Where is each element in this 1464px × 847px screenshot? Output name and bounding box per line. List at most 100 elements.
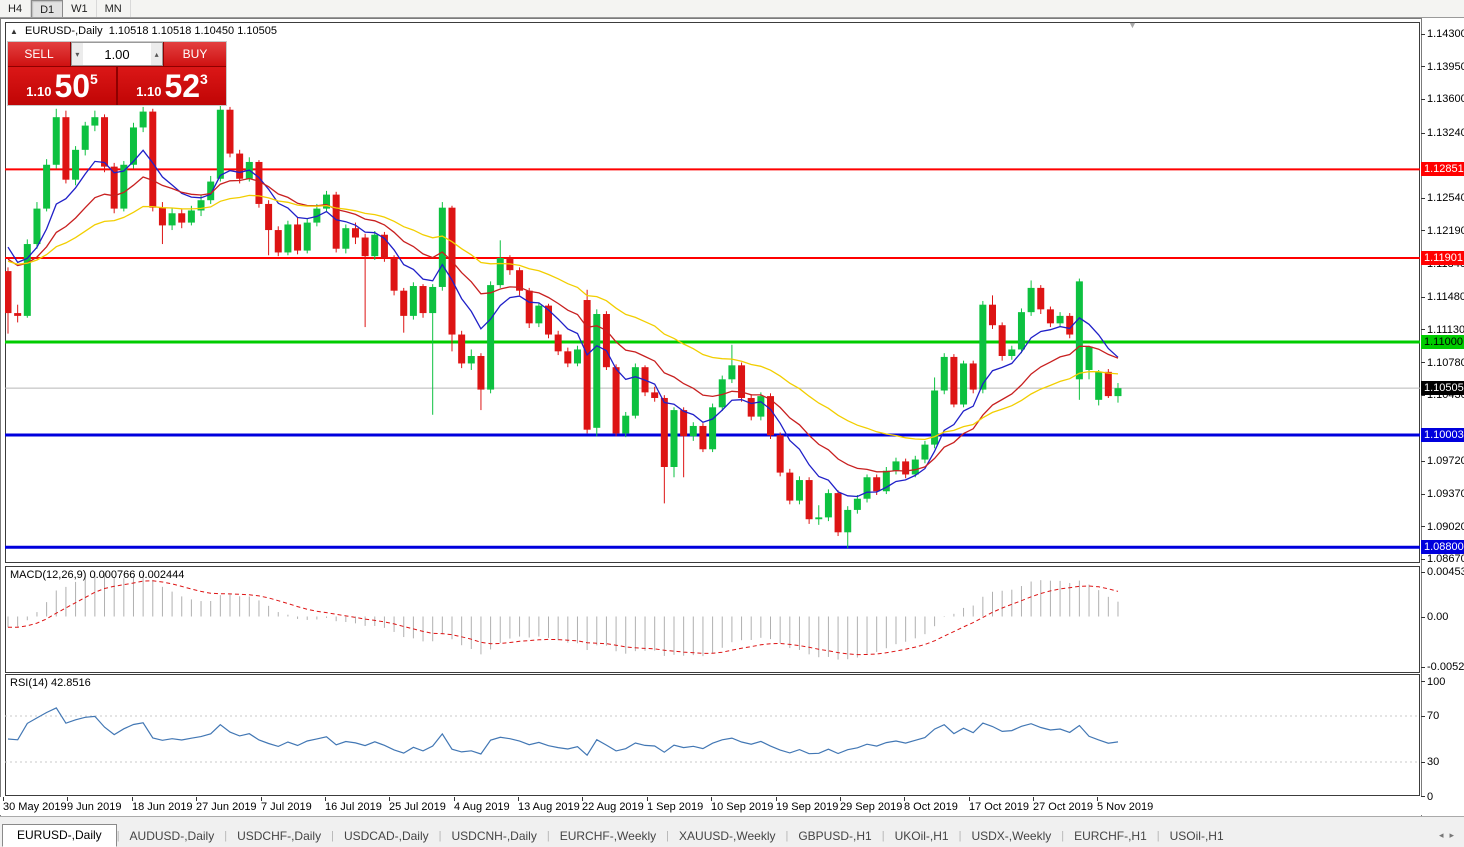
tab-separator: | [438, 830, 442, 842]
date-tick-label: 18 Jun 2019 [132, 801, 193, 813]
buy-button[interactable]: BUY [164, 42, 226, 66]
chart-tab-usdcad-daily[interactable]: USDCAD-,Daily [343, 829, 429, 843]
macd-signal-line [7, 580, 1119, 656]
candle-body [303, 222, 311, 251]
rsi-indicator-canvas[interactable] [5, 674, 1420, 796]
candle-body [62, 117, 70, 180]
candle-body [81, 125, 89, 150]
candle-body [129, 127, 137, 165]
chart-tab-usdchf-daily[interactable]: USDCHF-,Daily [237, 829, 322, 843]
price-tick-mark [1421, 395, 1425, 396]
tab-separator: | [224, 830, 228, 842]
date-tick-mark [969, 797, 970, 801]
candle-body [535, 305, 543, 324]
candle-body [149, 111, 157, 208]
date-tick-mark [711, 797, 712, 801]
chart-tab-audusd-daily[interactable]: AUDUSD-,Daily [129, 829, 215, 843]
sell-button[interactable]: SELL [8, 42, 70, 66]
chart-shift-marker-icon[interactable]: ▼ [1128, 20, 1137, 30]
symbol-ohlc-values: 1.10518 1.10518 1.10450 1.10505 [108, 25, 277, 37]
rsi-header: RSI(14) 42.8516 [10, 677, 91, 689]
date-tick-mark [196, 797, 197, 801]
candle-body [1046, 309, 1054, 324]
date-tick-mark [132, 797, 133, 801]
rsi-tick-mark [1421, 716, 1425, 717]
candle-body [255, 161, 263, 204]
chart-tab-eurchf-h1[interactable]: EURCHF-,H1 [1074, 829, 1147, 843]
price-tick-mark [1421, 494, 1425, 495]
candle-body [824, 493, 832, 518]
chart-tab-gbpusd-h1[interactable]: GBPUSD-,H1 [798, 829, 872, 843]
chart-window [0, 18, 1464, 847]
date-tick-mark [454, 797, 455, 801]
tab-scroll-right-icon[interactable]: ▸ [1449, 830, 1460, 840]
rsi-tick-label: 0 [1427, 791, 1434, 803]
date-tick-label: 4 Aug 2019 [454, 801, 510, 813]
volume-increase-icon[interactable]: ▴ [151, 43, 162, 65]
candle-body [409, 286, 417, 316]
price-axis[interactable] [1421, 18, 1464, 816]
candle-body [969, 363, 977, 390]
volume-input[interactable] [82, 43, 152, 65]
price-tick-mark [1421, 133, 1425, 134]
sell-price-quote[interactable]: 1.10 50 5 [8, 67, 116, 105]
macd-indicator-canvas[interactable] [5, 566, 1420, 673]
candle-body [43, 164, 51, 209]
volume-decrease-icon[interactable]: ▾ [72, 43, 83, 65]
timeframe-button-mn[interactable]: MN [97, 0, 131, 17]
price-chart-canvas[interactable] [5, 22, 1420, 563]
candle-body [670, 410, 678, 467]
candle-body [1114, 388, 1122, 397]
candle-body [747, 397, 755, 417]
price-tick-label: 1.13600 [1427, 93, 1464, 105]
candle-body [834, 493, 842, 533]
candle-body [699, 425, 707, 450]
date-tick-label: 29 Sep 2019 [840, 801, 903, 813]
candle-body [400, 290, 408, 316]
date-tick-label: 7 Jul 2019 [261, 801, 312, 813]
rsi-title: RSI(14) [10, 677, 48, 689]
price-tick-label: 1.12540 [1427, 192, 1464, 204]
buy-price-quote[interactable]: 1.10 52 3 [118, 67, 226, 105]
chart-tab-usdx-weekly[interactable]: USDX-,Weekly [971, 829, 1052, 843]
collapse-panel-icon[interactable]: ▲ [10, 27, 18, 36]
timeframe-toolbar: H4 D1 W1 MN [0, 0, 1464, 18]
date-tick-label: 19 Sep 2019 [776, 801, 839, 813]
macd-title: MACD(12,26,9) [10, 569, 87, 581]
candle-body [757, 396, 765, 417]
tab-separator: | [116, 830, 120, 842]
tab-separator: | [958, 830, 962, 842]
slow-ma-line [7, 194, 1119, 441]
chart-tab-eurusd-daily[interactable]: EURUSD-,Daily [2, 824, 117, 847]
candle-body [284, 224, 292, 253]
candle-body [216, 109, 224, 179]
candle-body [767, 396, 775, 436]
tab-scroll-left-icon[interactable]: ◂ [1438, 830, 1450, 840]
chart-tab-ukoil-h1[interactable]: UKOil-,H1 [894, 829, 949, 843]
candle-body [23, 244, 31, 316]
date-tick-label: 10 Sep 2019 [711, 801, 774, 813]
chart-tab-usdcnh-daily[interactable]: USDCNH-,Daily [451, 829, 537, 843]
price-tick-label: 1.14300 [1427, 28, 1464, 40]
date-axis[interactable] [0, 797, 1464, 815]
timeframe-button-d1[interactable]: D1 [31, 0, 64, 17]
date-tick-label: 22 Aug 2019 [582, 801, 644, 813]
candle-body [911, 459, 919, 475]
price-tick-mark [1421, 362, 1425, 363]
chart-tab-eurchf-weekly[interactable]: EURCHF-,Weekly [559, 829, 657, 843]
level-price-tag-1.11901: 1.11901 [1421, 251, 1464, 265]
date-tick-label: 8 Oct 2019 [904, 801, 958, 813]
timeframe-button-w1[interactable]: W1 [63, 0, 97, 17]
candle-body [593, 314, 601, 428]
chart-tab-xauusd-weekly[interactable]: XAUUSD-,Weekly [679, 829, 776, 843]
price-tick-mark [1421, 34, 1425, 35]
candle-body [680, 410, 688, 437]
candle-body [1056, 315, 1064, 324]
candle-body [998, 325, 1006, 356]
symbol-header: ▲ EURUSD-,Daily 1.10518 1.10518 1.10450 … [10, 25, 277, 37]
candle-body [351, 228, 359, 238]
tab-scroll-arrows[interactable]: ◂▸ [1439, 830, 1460, 841]
timeframe-button-h4[interactable]: H4 [0, 0, 32, 17]
chart-tab-usoil-h1[interactable]: USOil-,H1 [1169, 829, 1224, 843]
date-tick-label: 16 Jul 2019 [325, 801, 382, 813]
